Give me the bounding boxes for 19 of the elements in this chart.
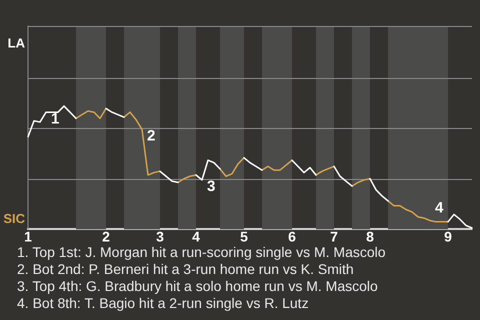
text: 4. Bot 8th: T. Bagio hit a 2-run single vs R. Lutz (17, 295, 310, 312)
x-tick-label: 6 (288, 228, 296, 244)
x-tick-label: 3 (156, 228, 164, 244)
text: 3. Top 4th: G. Bradbury hit a solo home run vs M. Mascolo (17, 278, 379, 295)
text: 2. Bot 2nd: P. Berneri hit a 3-run home run vs K. Smith (17, 261, 355, 278)
text: 1. Top 1st: J. Morgan hit a run-scoring single vs M. Mascolo (17, 244, 386, 261)
x-tick-label: 4 (192, 228, 200, 244)
x-tick-label: 7 (330, 228, 338, 244)
text: SIC (3, 210, 26, 226)
annotation: 2 (147, 128, 156, 145)
x-tick-label: 2 (102, 228, 110, 244)
annotation: 1 (51, 110, 60, 128)
x-tick-label: 9 (444, 228, 452, 244)
annotation: 4 (435, 200, 444, 217)
text: LA (8, 36, 26, 51)
annotation: 3 (207, 178, 216, 196)
x-tick-label: 8 (366, 228, 374, 244)
x-tick-label: 5 (240, 228, 248, 244)
x-tick-label: 1 (24, 228, 32, 244)
